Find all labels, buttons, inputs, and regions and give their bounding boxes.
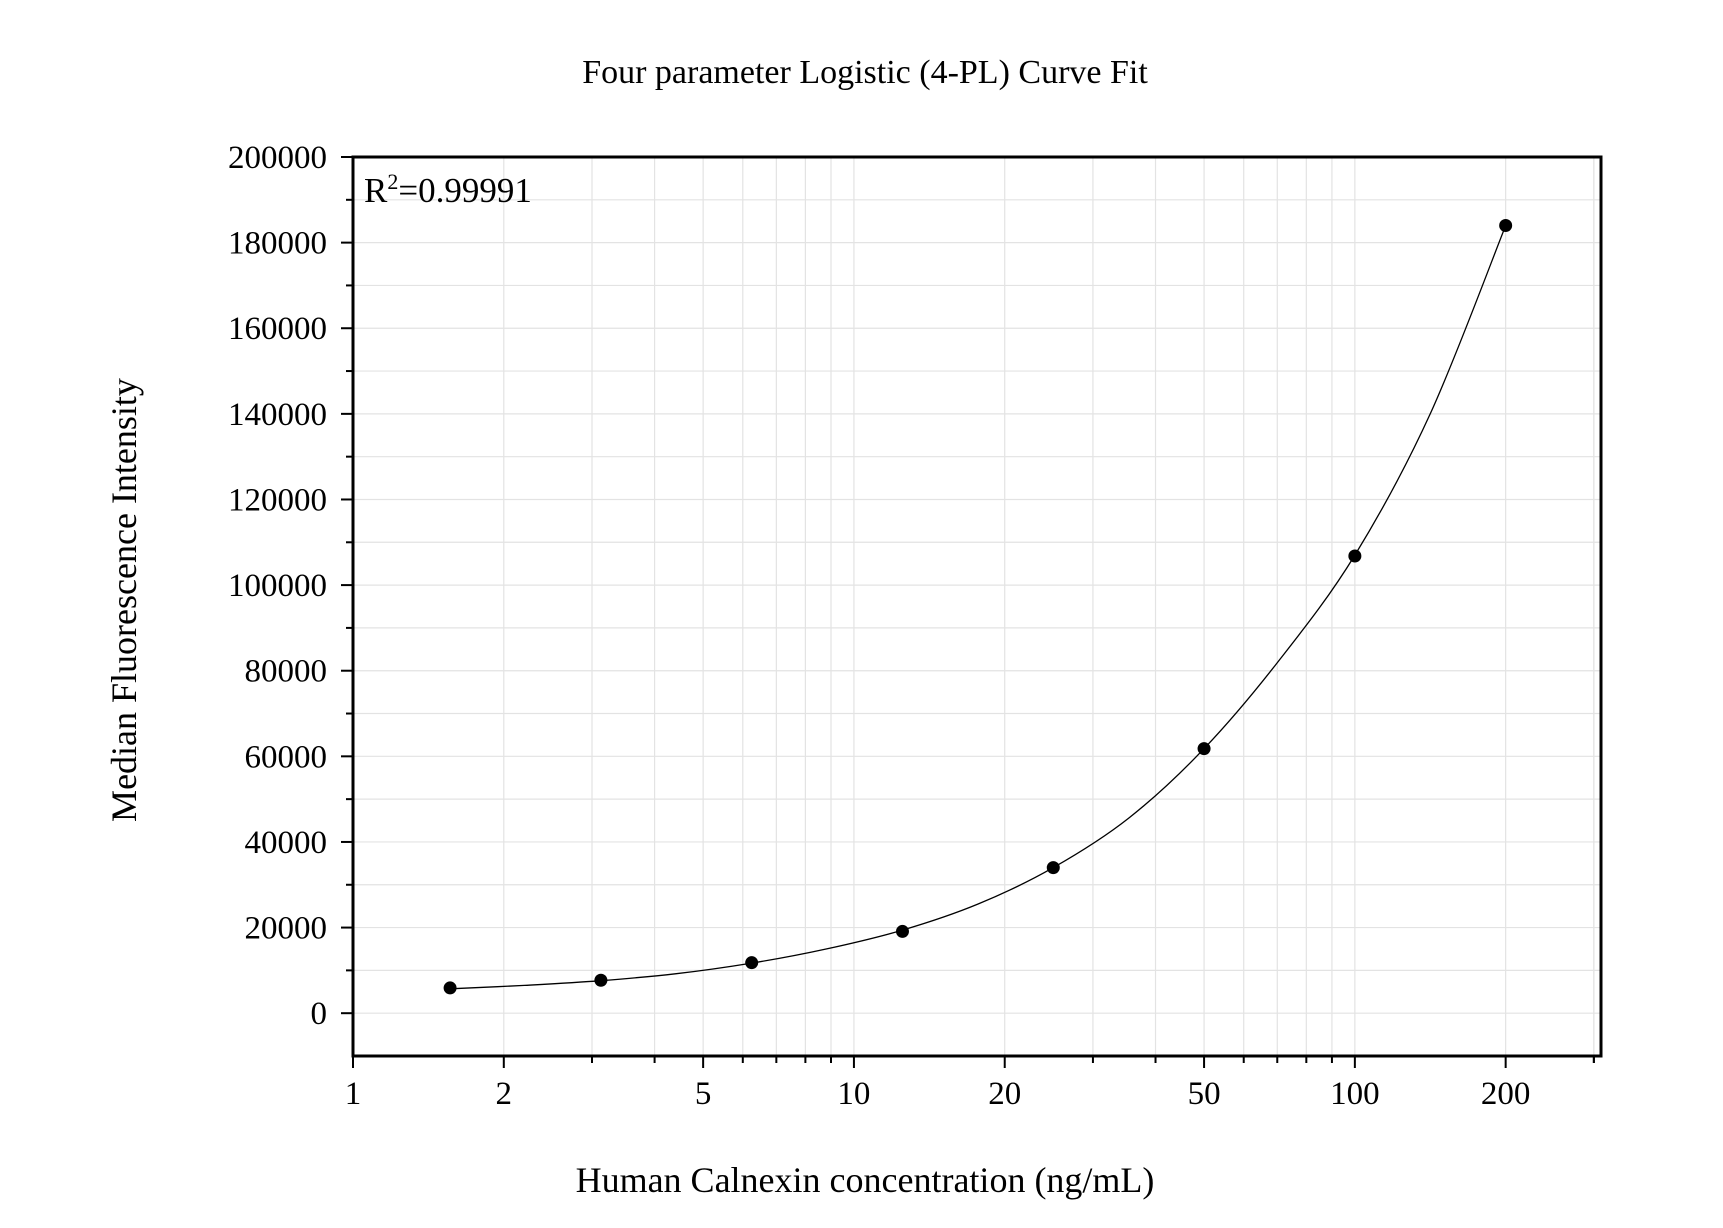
x-tick-label: 200 (1481, 1076, 1531, 1112)
plot-frame (351, 155, 1603, 1058)
x-tick-label: 10 (837, 1076, 870, 1112)
y-tick-label: 120000 (228, 482, 327, 518)
x-axis-label: Human Calnexin concentration (ng/mL) (576, 1160, 1155, 1200)
y-tick-label: 40000 (245, 825, 328, 861)
r-squared-superscript: 2 (387, 169, 398, 194)
r-squared-value: =0.99991 (398, 171, 532, 210)
x-tick-labels: 1 2 5 10 20 50 100 200 (345, 1076, 1531, 1112)
chart-title: Four parameter Logistic (4-PL) Curve Fit (582, 54, 1148, 91)
data-point (1348, 549, 1362, 563)
data-points (443, 218, 1513, 995)
x-tick-label: 20 (988, 1076, 1021, 1112)
data-point (1197, 742, 1211, 756)
fit-curve (450, 225, 1507, 990)
x-tick-label: 100 (1330, 1076, 1380, 1112)
x-tick-label: 2 (496, 1076, 513, 1112)
y-tick-label: 180000 (228, 226, 327, 262)
x-tick-label: 1 (345, 1076, 362, 1112)
y-tick-label: 0 (311, 996, 328, 1032)
data-point (1046, 861, 1060, 875)
r-squared-annotation: R2=0.99991 (364, 169, 532, 210)
y-axis-label: Median Fluorescence Intensity (104, 378, 144, 822)
y-tick-label: 60000 (245, 739, 328, 775)
data-point (1499, 218, 1513, 232)
data-point (895, 924, 909, 938)
y-tick-label: 140000 (228, 397, 327, 433)
y-tick-label: 100000 (228, 568, 327, 604)
data-point (443, 981, 457, 995)
x-tick-label: 50 (1188, 1076, 1221, 1112)
data-point (745, 956, 759, 970)
r-squared-prefix: R (364, 171, 388, 210)
axis-ticks (341, 156, 1595, 1068)
y-tick-label: 200000 (228, 140, 327, 176)
grid-lines (353, 157, 1601, 1056)
data-point (594, 973, 608, 987)
y-tick-labels: 0 20000 40000 60000 80000 100000 120000 140000 1… (228, 140, 327, 1032)
y-tick-label: 20000 (245, 911, 328, 947)
y-tick-label: 160000 (228, 311, 327, 347)
y-tick-label: 80000 (245, 654, 328, 690)
x-tick-label: 5 (695, 1076, 712, 1112)
